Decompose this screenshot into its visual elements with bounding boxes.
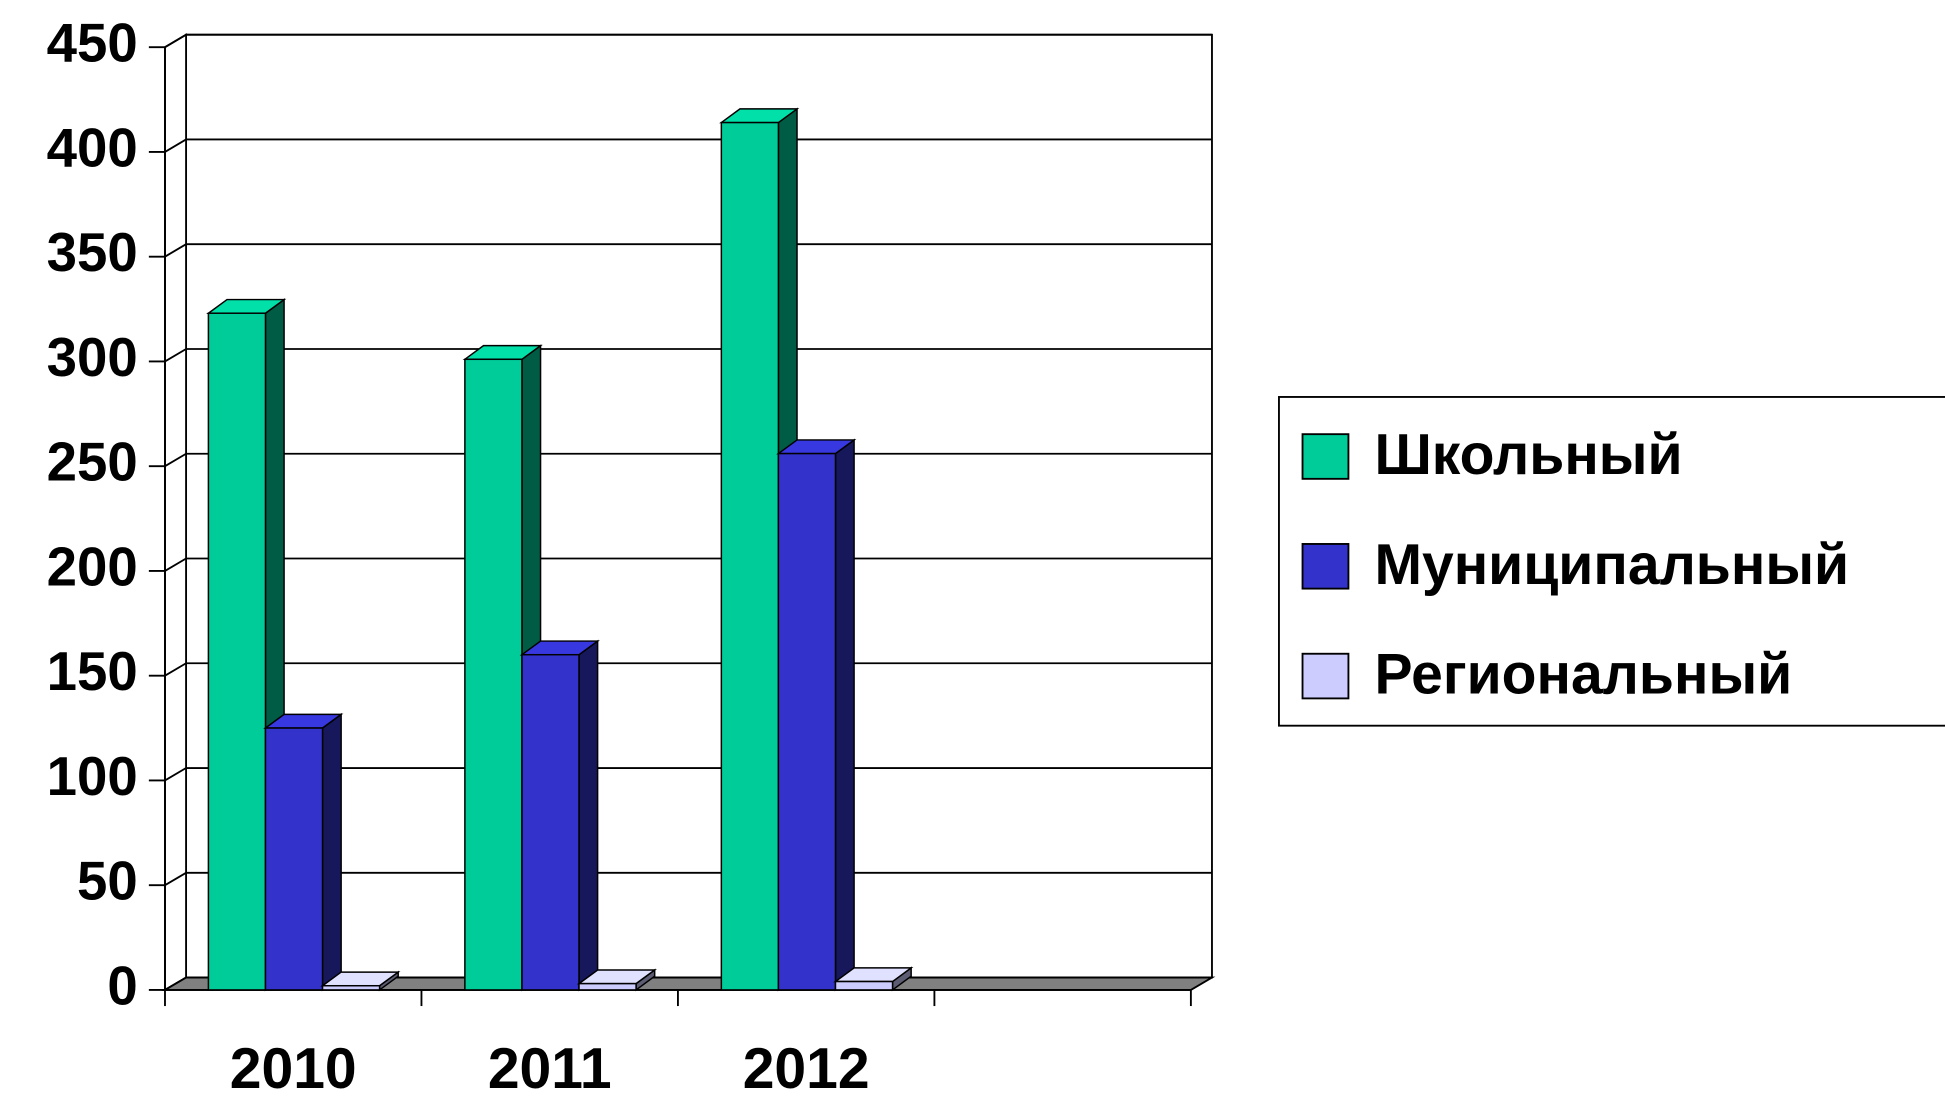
x-tick-label: 2011 xyxy=(488,1037,612,1101)
x-tick-label: 2010 xyxy=(230,1037,357,1101)
bar xyxy=(777,452,837,991)
y-tick-label: 250 xyxy=(47,432,138,493)
grid-line xyxy=(164,138,1212,153)
bar xyxy=(578,982,637,991)
grid-line xyxy=(164,767,1212,782)
y-tick-label: 300 xyxy=(47,327,138,388)
grid-line xyxy=(164,348,1212,363)
grid-line xyxy=(164,452,1212,467)
bar-side xyxy=(578,639,599,992)
legend-swatch xyxy=(1301,433,1350,480)
y-tick-label: 450 xyxy=(47,13,138,74)
grid-line xyxy=(164,33,1212,48)
bar xyxy=(207,312,267,991)
bar-side xyxy=(321,712,342,992)
bar xyxy=(834,980,894,991)
bar xyxy=(464,358,523,991)
bar xyxy=(264,727,324,991)
legend-box xyxy=(1278,396,1945,727)
y-tick-label: 200 xyxy=(47,536,138,597)
bar xyxy=(720,121,780,991)
bar xyxy=(521,653,580,991)
grid-line xyxy=(164,662,1212,677)
back-wall xyxy=(185,33,1213,979)
legend-label: Региональный xyxy=(1374,643,1792,707)
y-tick-label: 0 xyxy=(107,955,137,1016)
y-tick-label: 400 xyxy=(47,117,138,178)
y-tick-label: 150 xyxy=(47,641,138,702)
grid-line xyxy=(164,871,1212,886)
x-tick-label: 2012 xyxy=(743,1037,870,1101)
legend-swatch xyxy=(1301,543,1350,590)
bar xyxy=(321,984,381,991)
legend-label: Школьный xyxy=(1374,423,1682,487)
grid-line xyxy=(164,243,1212,258)
legend-swatch xyxy=(1301,652,1350,700)
legend-label: Муниципальный xyxy=(1374,533,1849,597)
plot: 0 50 100 150 200 250 300 350 400 450 2010 2011 2012 Ш… xyxy=(47,13,1945,1101)
y-tick-label: 50 xyxy=(77,851,138,912)
y-tick-label: 100 xyxy=(47,746,138,807)
bar-side xyxy=(834,438,855,992)
grid-line xyxy=(164,557,1212,572)
y-tick-label: 350 xyxy=(47,222,138,283)
side-wall xyxy=(164,33,188,992)
